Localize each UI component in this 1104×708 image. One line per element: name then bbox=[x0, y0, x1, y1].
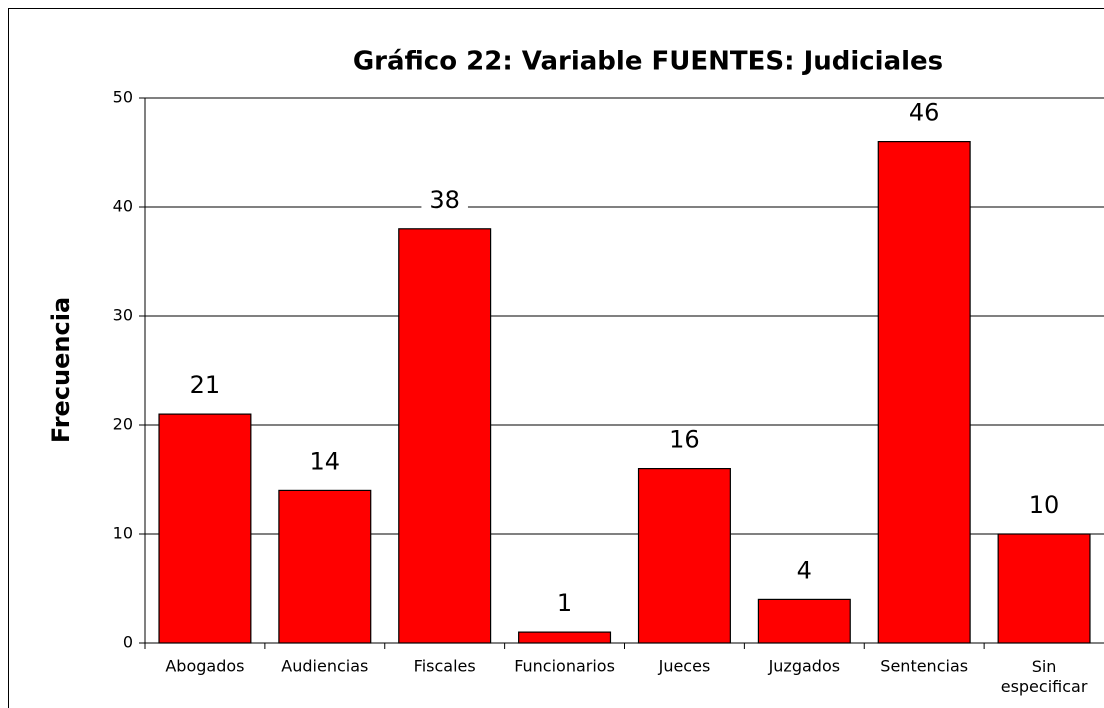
data-label: 14 bbox=[310, 447, 341, 475]
y-tick-label: 40 bbox=[113, 197, 133, 216]
x-tick-label: Sentencias bbox=[880, 657, 968, 676]
bar bbox=[398, 228, 492, 644]
data-label-bg bbox=[1020, 492, 1068, 520]
bar bbox=[278, 489, 372, 644]
data-label: 1 bbox=[557, 589, 572, 617]
data-label: 10 bbox=[1029, 491, 1060, 519]
data-label-bg bbox=[548, 590, 581, 619]
data-label-bg bbox=[900, 99, 948, 128]
bar bbox=[757, 598, 851, 644]
data-label: 4 bbox=[797, 556, 812, 584]
data-label-bg bbox=[181, 372, 229, 401]
chart-title: Gráfico 22: Variable FUENTES: Judiciales bbox=[353, 47, 943, 77]
x-tick-label: Sin especificar bbox=[1001, 657, 1088, 696]
bar bbox=[518, 631, 612, 644]
x-tick-label: Fiscales bbox=[414, 657, 476, 676]
data-label: 38 bbox=[429, 186, 460, 214]
data-label-bg bbox=[421, 186, 468, 215]
y-tick-label: 10 bbox=[113, 524, 133, 543]
data-label: 21 bbox=[190, 371, 221, 399]
bar bbox=[158, 413, 252, 644]
y-tick-label: 0 bbox=[123, 633, 133, 652]
data-label: 46 bbox=[909, 99, 940, 127]
y-axis-label: Frecuencia bbox=[47, 297, 75, 443]
x-tick-label: Funcionarios bbox=[514, 657, 615, 676]
data-label-bg bbox=[661, 426, 708, 455]
x-tick-label: Abogados bbox=[165, 657, 244, 676]
y-tick-label: 20 bbox=[113, 415, 133, 434]
bar bbox=[997, 533, 1091, 644]
x-tick-label: Audiencias bbox=[281, 657, 368, 676]
x-tick-label: Jueces bbox=[658, 657, 711, 676]
y-tick-label: 50 bbox=[113, 88, 133, 107]
data-label-bg bbox=[301, 448, 349, 477]
x-tick-label: Juzgados bbox=[768, 657, 841, 676]
data-label: 16 bbox=[669, 426, 700, 454]
y-tick-label: 30 bbox=[113, 306, 133, 325]
bar bbox=[637, 468, 731, 644]
bar bbox=[877, 141, 971, 644]
data-label-bg bbox=[788, 557, 820, 586]
